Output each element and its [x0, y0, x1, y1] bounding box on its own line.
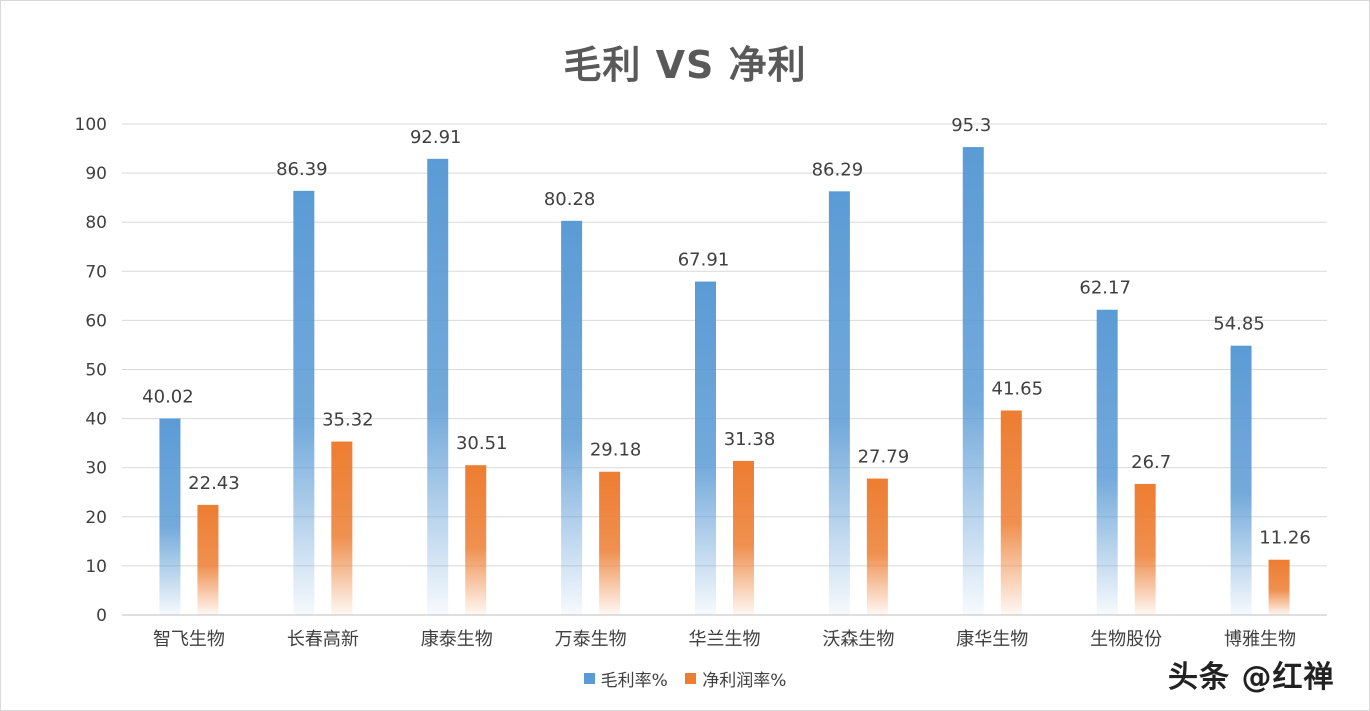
- data-labels: 40.02 22.43 86.39 35.32 92.91 30.51 80.28 29.18…: [142, 115, 1311, 549]
- bar-net-0: [197, 504, 219, 615]
- bar-net-2: [465, 465, 487, 615]
- data-label-net-4: 31.38: [724, 429, 776, 450]
- data-label-net-2: 30.51: [456, 433, 508, 454]
- bar-gross-1: [293, 190, 315, 615]
- legend-swatch-net: [685, 673, 697, 684]
- bar-net-3: [599, 471, 621, 615]
- data-label-net-0: 22.43: [188, 473, 240, 494]
- bar-gross-7: [1096, 309, 1118, 615]
- bar-gross-3: [561, 220, 583, 615]
- bar-net-5: [866, 478, 888, 615]
- watermark: 头条 @红禅: [1168, 660, 1335, 695]
- data-label-net-5: 27.79: [858, 447, 910, 468]
- category-label: 华兰生物: [689, 629, 761, 650]
- legend: 毛利率% 净利润率%: [0, 666, 1370, 691]
- data-label-gross-5: 86.29: [812, 159, 864, 180]
- category-label: 生物股份: [1090, 629, 1162, 650]
- data-label-net-8: 11.26: [1259, 528, 1311, 549]
- category-label: 万泰生物: [555, 629, 627, 650]
- category-label: 沃森生物: [822, 629, 894, 650]
- category-label: 康华生物: [956, 629, 1028, 650]
- legend-item-gross: 毛利率%: [583, 666, 668, 691]
- y-tick-label: 10: [85, 557, 107, 577]
- data-label-net-1: 35.32: [322, 410, 374, 431]
- y-tick-label: 100: [75, 115, 107, 135]
- y-tick-label: 80: [85, 213, 107, 233]
- bar-net-7: [1134, 483, 1156, 615]
- y-tick-label: 90: [85, 164, 107, 184]
- legend-label-net: 净利润率%: [702, 671, 787, 691]
- bar-gross-2: [427, 158, 449, 616]
- bar-gross-0: [159, 418, 181, 615]
- y-tick-label: 40: [85, 410, 107, 430]
- data-label-gross-0: 40.02: [142, 387, 194, 408]
- legend-item-net: 净利润率%: [685, 666, 786, 691]
- data-label-gross-3: 80.28: [544, 189, 596, 210]
- grid-lines: [122, 123, 1327, 616]
- data-label-gross-2: 92.91: [410, 127, 462, 148]
- category-label: 博雅生物: [1224, 629, 1296, 650]
- category-label: 长春高新: [287, 629, 359, 650]
- x-axis-categories: 智飞生物 长春高新 康泰生物 万泰生物 华兰生物 沃森生物 康华生物 生物股份 博雅生物: [153, 629, 1296, 650]
- y-tick-label: 20: [85, 508, 107, 528]
- data-label-net-3: 29.18: [590, 440, 642, 461]
- y-tick-label: 70: [85, 262, 107, 282]
- category-label: 康泰生物: [421, 629, 493, 650]
- data-label-gross-8: 54.85: [1213, 314, 1265, 335]
- bar-gross-5: [828, 191, 850, 615]
- y-tick-label: 60: [85, 311, 107, 331]
- bar-net-4: [733, 460, 754, 615]
- data-label-net-7: 26.7: [1131, 452, 1171, 473]
- data-label-gross-6: 95.3: [951, 115, 991, 136]
- category-label: 智飞生物: [153, 629, 225, 650]
- y-tick-label: 50: [85, 361, 107, 381]
- y-tick-label: 0: [96, 606, 107, 626]
- bar-gross-4: [695, 281, 716, 615]
- bar-gross-8: [1230, 345, 1252, 615]
- bar-net-8: [1268, 559, 1290, 615]
- data-label-net-6: 41.65: [992, 378, 1044, 399]
- bar-net-1: [331, 441, 353, 615]
- bar-net-6: [1000, 410, 1022, 615]
- data-label-gross-7: 62.17: [1079, 278, 1131, 299]
- y-tick-label: 30: [85, 459, 107, 479]
- bar-gross-6: [962, 147, 984, 615]
- y-axis-ticks: 0 10 20 30 40 50 60 70 80 90 100: [75, 115, 107, 626]
- data-label-gross-4: 67.91: [678, 250, 730, 271]
- data-label-gross-1: 86.39: [276, 159, 328, 180]
- bars: [159, 147, 1290, 616]
- legend-swatch-gross: [583, 673, 595, 684]
- legend-label-gross: 毛利率%: [600, 671, 668, 691]
- chart-title: 毛利 VS 净利: [563, 43, 807, 87]
